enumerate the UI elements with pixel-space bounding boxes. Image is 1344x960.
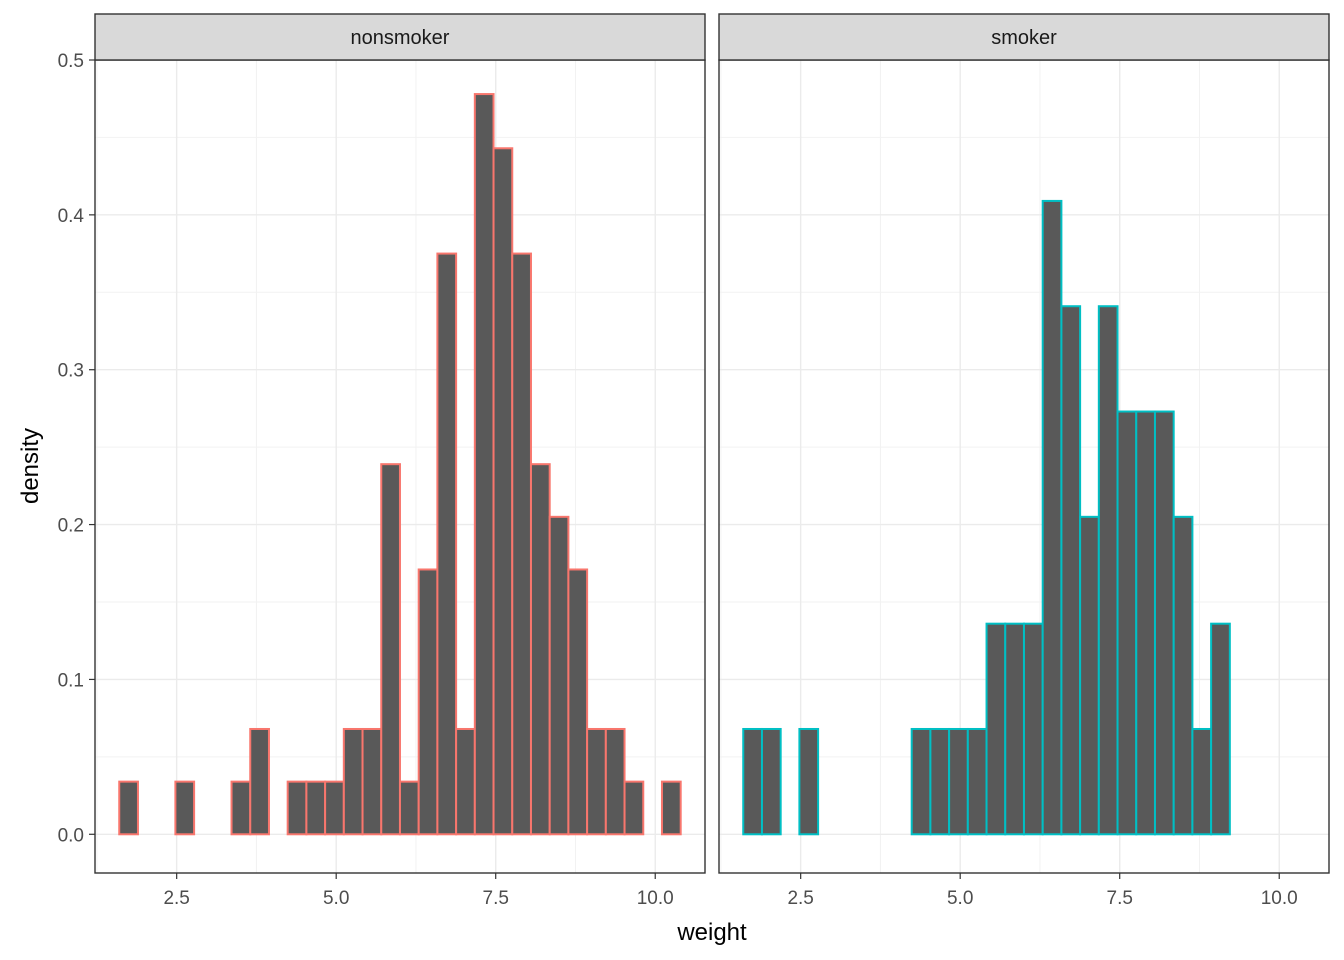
y-tick-label: 0.5	[58, 51, 84, 72]
histogram-bar	[473, 93, 495, 836]
x-tick-label: 10.0	[1261, 888, 1298, 909]
histogram-bar	[174, 780, 196, 836]
histogram-bar	[1079, 515, 1100, 836]
histogram-bar	[1153, 410, 1175, 836]
x-tick-label: 7.5	[483, 888, 509, 909]
x-tick-label: 10.0	[637, 888, 674, 909]
histogram-bar	[342, 727, 364, 836]
histogram-bar	[798, 727, 820, 836]
histogram-bar	[548, 515, 570, 836]
histogram-bar	[1022, 622, 1044, 836]
histogram-bar	[948, 727, 969, 836]
histogram-bar	[586, 727, 607, 836]
histogram-bar	[966, 727, 988, 836]
histogram-bar	[1060, 305, 1082, 836]
histogram-bar	[760, 727, 782, 836]
y-tick-label: 0.1	[58, 670, 84, 691]
facet-strip-label: nonsmoker	[351, 27, 450, 49]
y-axis: 0.0 0.1 0.2 0.3 0.4 0.5	[58, 51, 95, 846]
histogram-bar	[567, 568, 589, 836]
y-axis-title: density	[17, 428, 44, 504]
y-tick-label: 0.0	[58, 825, 84, 846]
y-tick-label: 0.2	[58, 516, 84, 537]
histogram-bar	[361, 727, 383, 836]
histogram-bar	[660, 780, 682, 836]
histogram-bar	[436, 252, 458, 836]
histogram-bar	[492, 147, 514, 836]
histogram-bar	[929, 727, 951, 836]
panel-smoker: smoker 2.5 5.0 7.5 10.0	[718, 13, 1330, 909]
x-tick-label: 5.0	[323, 888, 349, 909]
facet-strip	[94, 13, 706, 61]
facet-strip-label: smoker	[991, 27, 1057, 49]
y-tick-label: 0.3	[58, 361, 84, 382]
x-tick-label: 2.5	[787, 888, 813, 909]
histogram-bar	[305, 780, 327, 836]
histogram-bar	[1172, 515, 1194, 836]
histogram-bar	[910, 727, 932, 836]
histogram-bar	[1097, 305, 1119, 836]
histogram-bar	[604, 727, 626, 836]
histogram-bar	[1041, 199, 1063, 836]
panels-layer: nonsmoker 2.5 5.0 7.5 10.0 smoker 2.5 5.0 7.5 10.…	[94, 13, 1330, 909]
histogram-bar	[623, 780, 645, 836]
histogram-bar	[1116, 410, 1138, 836]
facet-strip	[718, 13, 1330, 61]
histogram-bar	[1004, 622, 1025, 836]
histogram-bar	[417, 568, 439, 836]
x-tick-label: 7.5	[1107, 888, 1133, 909]
histogram-bar	[985, 622, 1007, 836]
histogram-bar	[455, 727, 476, 836]
histogram-bar	[286, 780, 308, 836]
histogram-bar	[511, 252, 532, 836]
histogram-bar	[1135, 410, 1156, 836]
histogram-bar	[1191, 727, 1213, 836]
x-axis-title: weight	[676, 919, 747, 946]
histogram-bar	[380, 463, 401, 836]
histogram-bar	[324, 780, 345, 836]
y-tick-label: 0.4	[58, 206, 85, 227]
x-tick-label: 2.5	[163, 888, 189, 909]
histogram-bar	[230, 780, 252, 836]
histogram-bar	[398, 780, 420, 836]
histogram-bar	[529, 463, 551, 836]
x-tick-label: 5.0	[947, 888, 973, 909]
histogram-bar	[742, 727, 763, 836]
histogram-bar	[118, 780, 139, 836]
panel-nonsmoker: nonsmoker 2.5 5.0 7.5 10.0	[94, 13, 706, 909]
histogram-bar	[249, 727, 270, 836]
histogram-bar	[1210, 622, 1231, 836]
